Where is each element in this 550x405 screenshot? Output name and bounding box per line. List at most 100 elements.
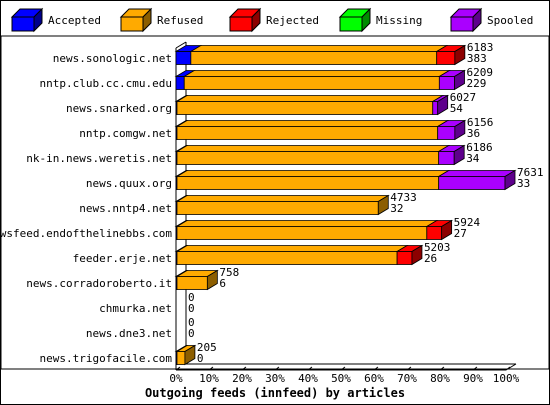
bar-segment-rejected — [426, 226, 443, 240]
bar-segment-spooled — [438, 176, 506, 190]
value-label-size: 0 — [188, 327, 195, 340]
legend-label: Rejected — [266, 14, 319, 27]
x-tick-label: 70% — [397, 372, 417, 385]
bar-end-face — [454, 69, 465, 91]
legend-swatch — [120, 16, 144, 32]
bar-segment-rejected — [436, 51, 456, 65]
x-tick-label: 20% — [232, 372, 252, 385]
legend-label: Refused — [157, 14, 203, 27]
bar-segment-refused — [183, 76, 440, 90]
bar-segment-spooled — [438, 151, 455, 165]
value-label-size: 34 — [466, 152, 480, 165]
bar-end-face — [411, 244, 423, 266]
value-label-size: 229 — [467, 77, 487, 90]
value-label-total: 7631 — [517, 166, 544, 179]
value-label-total: 0 — [188, 316, 195, 329]
bar-segment-refused — [176, 351, 186, 365]
bar-top-refused — [175, 120, 450, 127]
bar-top-refused — [189, 45, 449, 52]
bar-top-refused — [175, 195, 390, 202]
category-label: news.snarked.org — [66, 102, 172, 115]
legend-label: Missing — [376, 14, 422, 27]
bar-segment-rejected — [396, 251, 413, 265]
legend-swatch — [339, 16, 363, 32]
category-label: news.corradoroberto.it — [26, 277, 172, 290]
bar-top-refused — [175, 220, 439, 227]
value-label-size: 383 — [467, 52, 487, 65]
value-label-size: 6 — [219, 277, 226, 290]
legend-item-spooled: Spooled — [449, 7, 533, 33]
x-tick-label: 60% — [364, 372, 384, 385]
bar-segment-refused — [176, 101, 434, 115]
legend-swatch — [11, 16, 35, 32]
bar-segment-spooled — [432, 101, 439, 115]
category-label: newsfeed.endofthelinebbs.com — [0, 227, 172, 240]
bar-segment-accepted — [175, 76, 185, 90]
x-tick-label: 100% — [493, 372, 520, 385]
chart-title: Outgoing feeds (innfeed) by articles — [145, 386, 405, 400]
value-label-total: 6186 — [466, 141, 493, 154]
category-label: news.dne3.net — [86, 327, 172, 340]
legend-swatch — [450, 16, 474, 32]
bar-top-refused — [175, 170, 451, 177]
bar-top-refused — [175, 245, 409, 252]
value-label-size: 0 — [197, 352, 204, 365]
bar-end-face — [454, 44, 466, 66]
bar-segment-refused — [176, 126, 439, 140]
category-label: news.nntp4.net — [79, 202, 172, 215]
legend: Accepted Refused Rejected Missing Spooled — [10, 7, 533, 33]
value-label-size: 36 — [467, 127, 480, 140]
category-labels: news.sonologic.net nntp.club.cc.cmu.edu ne… — [0, 52, 172, 365]
value-label-total: 5203 — [424, 241, 451, 254]
bar-end-face — [504, 169, 516, 191]
value-label-total: 6209 — [467, 66, 494, 79]
bar-segment-spooled — [438, 76, 455, 90]
value-label-size: 26 — [424, 252, 437, 265]
category-label: feeder.erje.net — [73, 252, 172, 265]
bar-end-face — [437, 94, 449, 116]
bar-top-refused — [175, 95, 445, 102]
value-label-total: 5924 — [454, 216, 481, 229]
x-tick-label: 90% — [463, 372, 483, 385]
category-label: nntp.comgw.net — [79, 127, 172, 140]
x-tick-label: 50% — [331, 372, 351, 385]
x-tick-label: 10% — [199, 372, 219, 385]
value-label-total: 4733 — [390, 191, 417, 204]
x-tick-label: 30% — [265, 372, 285, 385]
x-tick-label: 80% — [430, 372, 450, 385]
bar-segment-spooled — [437, 126, 456, 140]
value-label-total: 205 — [197, 341, 217, 354]
x-tick-label: 40% — [298, 372, 318, 385]
legend-item-refused: Refused — [119, 7, 203, 33]
bar-segment-refused — [176, 201, 379, 215]
bar-top-refused — [175, 145, 451, 152]
category-label: nk-in.news.weretis.net — [26, 152, 172, 165]
bar-segment-refused — [176, 176, 440, 190]
legend-item-missing: Missing — [338, 7, 422, 33]
category-label: news.trigofacile.com — [40, 352, 173, 365]
legend-item-rejected: Rejected — [228, 7, 319, 33]
value-label-size: 33 — [517, 177, 530, 190]
x-tick-labels: 0% 10% 20% 30% 40% 50% 60% 70% 80% 90% 100% — [169, 372, 519, 385]
legend-item-accepted: Accepted — [10, 7, 101, 33]
value-label-total: 6156 — [467, 116, 494, 129]
bar-top-spooled — [437, 170, 517, 177]
bar-end-face — [377, 194, 389, 216]
bar-segment-accepted — [175, 51, 192, 65]
bar-segment-refused — [176, 151, 440, 165]
value-label-total: 6183 — [467, 41, 494, 54]
bar-segment-refused — [176, 251, 398, 265]
bar-end-face — [206, 269, 218, 291]
value-label-size: 0 — [188, 302, 195, 315]
bar-end-face — [453, 144, 465, 166]
bar-segment-refused — [176, 276, 208, 290]
value-label-size: 54 — [450, 102, 464, 115]
value-label-size: 27 — [454, 227, 467, 240]
value-label-total: 758 — [219, 266, 239, 279]
bar-segment-refused — [176, 226, 428, 240]
bar-end-face — [454, 119, 466, 141]
category-label: nntp.club.cc.cmu.edu — [40, 77, 172, 90]
bar-top-refused — [182, 70, 451, 77]
